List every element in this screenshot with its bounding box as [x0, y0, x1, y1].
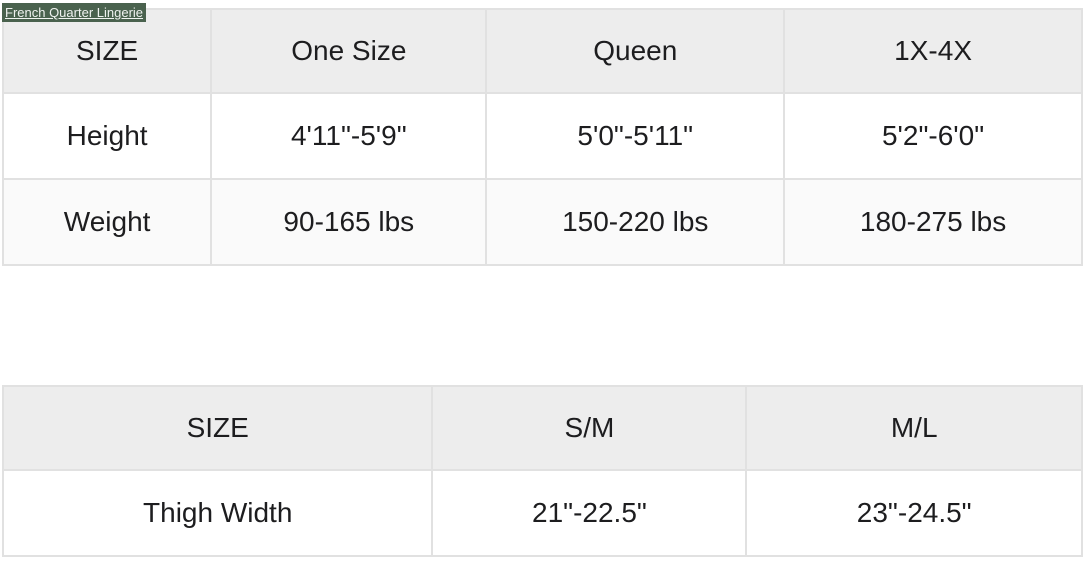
table-row-thigh-width: Thigh Width 21"-22.5" 23"-24.5": [1, 469, 1083, 557]
column-header-queen: Queen: [485, 8, 786, 94]
table-cell: 5'2"-6'0": [783, 92, 1083, 180]
size-chart-header-row: SIZE One Size Queen 1X-4X: [1, 8, 1083, 94]
table-cell: 23"-24.5": [745, 469, 1083, 557]
row-label-thigh-width: Thigh Width: [1, 469, 434, 557]
column-header-size: SIZE: [1, 8, 213, 94]
table-cell: 5'0"-5'11": [485, 92, 786, 180]
table-cell: 180-275 lbs: [783, 178, 1083, 266]
column-header-one-size: One Size: [210, 8, 488, 94]
table-cell: 90-165 lbs: [210, 178, 488, 266]
thigh-chart-header-row: SIZE S/M M/L: [1, 385, 1083, 471]
column-header-size: SIZE: [1, 385, 434, 471]
thigh-width-table: SIZE S/M M/L Thigh Width 21"-22.5" 23"-2…: [1, 385, 1083, 557]
row-label-height: Height: [1, 92, 213, 180]
column-header-ml: M/L: [745, 385, 1083, 471]
column-header-1x-4x: 1X-4X: [783, 8, 1083, 94]
size-chart-table: SIZE One Size Queen 1X-4X Height 4'11"-5…: [1, 8, 1083, 266]
table-cell: 150-220 lbs: [485, 178, 786, 266]
row-label-weight: Weight: [1, 178, 213, 266]
table-cell: 21"-22.5": [431, 469, 748, 557]
table-cell: 4'11"-5'9": [210, 92, 488, 180]
column-header-sm: S/M: [431, 385, 748, 471]
table-row-weight: Weight 90-165 lbs 150-220 lbs 180-275 lb…: [1, 178, 1083, 266]
store-name-link[interactable]: French Quarter Lingerie: [2, 3, 147, 22]
table-row-height: Height 4'11"-5'9" 5'0"-5'11" 5'2"-6'0": [1, 92, 1083, 180]
